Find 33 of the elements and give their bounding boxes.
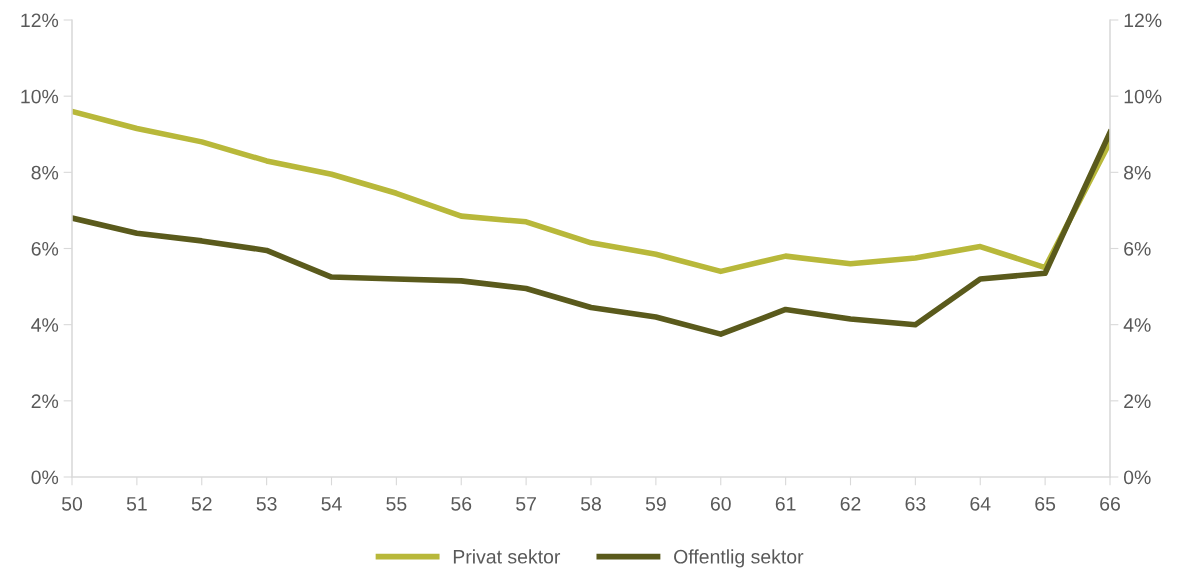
x-tick-label: 61 bbox=[775, 496, 796, 511]
y-tick-label: 6% bbox=[31, 241, 59, 256]
legend-label: Privat sektor bbox=[453, 549, 561, 564]
y-tick-label: 0% bbox=[31, 470, 59, 485]
y2-tick-label: 8% bbox=[1124, 165, 1151, 180]
y-tick-label: 2% bbox=[31, 394, 59, 408]
x-tick-label: 50 bbox=[61, 496, 83, 511]
x-tick-label: 53 bbox=[256, 496, 277, 511]
y2-tick-label: 4% bbox=[1123, 318, 1151, 332]
y-tick-label: 12% bbox=[21, 13, 59, 28]
x-tick-label: 60 bbox=[710, 496, 731, 511]
x-tick-label: 65 bbox=[1035, 496, 1056, 511]
x-tick-label: 57 bbox=[516, 497, 536, 511]
y2-tick-label: 10% bbox=[1124, 89, 1162, 104]
x-tick-label: 55 bbox=[386, 497, 407, 511]
x-tick-label: 62 bbox=[840, 496, 861, 511]
x-tick-label: 58 bbox=[580, 496, 601, 511]
x-tick-label: 56 bbox=[451, 496, 472, 511]
x-tick-label: 59 bbox=[645, 496, 666, 511]
x-tick-label: 66 bbox=[1100, 496, 1120, 511]
y-tick-label: 4% bbox=[31, 318, 59, 332]
y2-tick-label: 0% bbox=[1123, 470, 1151, 485]
x-tick-label: 54 bbox=[321, 497, 342, 511]
x-tick-label: 63 bbox=[905, 496, 926, 511]
y-tick-label: 10% bbox=[21, 89, 59, 104]
y2-tick-label: 6% bbox=[1124, 241, 1151, 256]
x-tick-label: 64 bbox=[970, 496, 991, 511]
y-tick-label: 8% bbox=[31, 165, 59, 180]
y2-tick-label: 2% bbox=[1124, 394, 1151, 408]
x-tick-label: 51 bbox=[126, 497, 147, 511]
legend-label: Offentlig sektor bbox=[674, 549, 804, 568]
y2-tick-label: 12% bbox=[1124, 13, 1162, 28]
x-tick-label: 52 bbox=[191, 496, 212, 511]
